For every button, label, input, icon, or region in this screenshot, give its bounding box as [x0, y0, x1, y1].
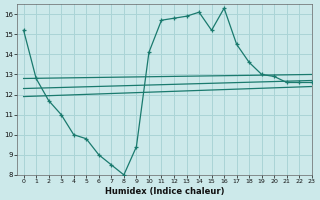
X-axis label: Humidex (Indice chaleur): Humidex (Indice chaleur)	[105, 187, 224, 196]
